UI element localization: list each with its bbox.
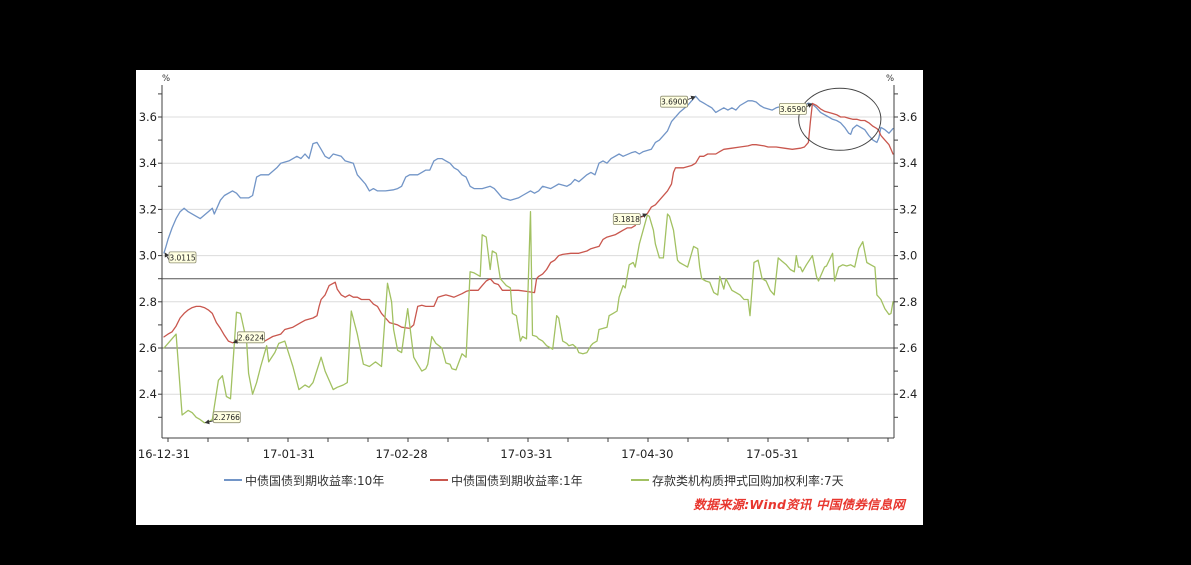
- data-label-box: [168, 251, 197, 264]
- x-axis-label: 17-05-31: [746, 447, 798, 461]
- y-axis-label-left: 3.4: [139, 156, 157, 170]
- y-axis-label-right: 2.6: [899, 341, 917, 355]
- legend-line-swatch-blue: [224, 479, 242, 481]
- y-axis-label-left: 2.8: [139, 295, 157, 309]
- data-label-box: [779, 103, 807, 115]
- y-axis-label-left: 3.0: [139, 249, 157, 263]
- x-axis-label: 17-03-31: [500, 447, 552, 461]
- legend-label-10y: 中债国债到期收益率:10年: [245, 473, 385, 488]
- highlight-ellipse: [798, 87, 882, 151]
- legend-label-repo7d: 存款类机构质押式回购加权利率:7天: [652, 473, 844, 488]
- y-axis-unit-right: %: [886, 74, 894, 84]
- y-axis-label-right: 3.4: [899, 156, 917, 170]
- data-label-box: [612, 213, 641, 226]
- line-10y-yield: [163, 95, 894, 254]
- data-label-box: [660, 95, 688, 108]
- legend-line-swatch-green: [631, 479, 649, 481]
- y-axis-unit-left: %: [162, 74, 170, 84]
- legend-label-1y: 中债国债到期收益率:1年: [451, 473, 583, 488]
- y-axis-label-left: 2.6: [139, 341, 157, 355]
- line-1y-yield: [163, 102, 894, 344]
- legend-item-1y: 中债国债到期收益率:1年: [430, 471, 583, 489]
- legend-line-swatch-red: [430, 479, 448, 481]
- x-axis-label: 17-01-31: [263, 447, 315, 461]
- data-label-text: 3.6900: [661, 98, 687, 107]
- data-source-note: 数据来源:Wind资讯 中国债券信息网: [693, 497, 905, 512]
- data-label-text: 3.1818: [614, 215, 640, 224]
- yield-chart: 2.4 2.4 2.6 2.6 2.8 2.8 3.0 3.0 3.2 3.2 3.4 3.4 3.6 3…: [138, 74, 917, 461]
- x-axis-label: 17-04-30: [621, 447, 673, 461]
- chart-panel: 2.4 2.4 2.6 2.6 2.8 2.8 3.0 3.0 3.2 3.2 3.4 3.4 3.6 3…: [136, 70, 923, 525]
- x-axis-label: 16-12-31: [138, 447, 190, 461]
- chart-legend: 中债国债到期收益率:10年 中债国债到期收益率:1年 存款类机构质押式回购加权利…: [136, 471, 923, 489]
- data-label-text: 2.2766: [214, 413, 240, 422]
- legend-item-10y: 中债国债到期收益率:10年: [224, 471, 384, 489]
- data-label-text: 3.0115: [169, 253, 195, 262]
- y-axis-label-right: 3.0: [899, 249, 917, 263]
- callout-arrow: [639, 213, 648, 218]
- y-axis-label-right: 3.2: [899, 202, 917, 216]
- data-label-text: 3.6590: [780, 105, 806, 114]
- data-label-box: [212, 411, 241, 424]
- x-axis-label: 17-02-28: [375, 447, 427, 461]
- line-repo-7d: [163, 211, 894, 424]
- y-axis-label-right: 2.8: [899, 295, 917, 309]
- data-label-box: [237, 331, 265, 344]
- legend-item-repo7d: 存款类机构质押式回购加权利率:7天: [631, 471, 844, 489]
- y-axis-label-left: 3.6: [139, 110, 157, 124]
- callout-arrow: [686, 95, 696, 101]
- callout-arrow: [805, 103, 813, 108]
- y-axis-label-left: 3.2: [139, 202, 157, 216]
- data-label-text: 2.6224: [238, 333, 264, 342]
- y-axis-label-left: 2.4: [139, 387, 157, 401]
- y-axis-label-right: 3.6: [899, 110, 917, 124]
- callout-arrow: [204, 419, 214, 425]
- y-axis-label-right: 2.4: [899, 387, 917, 401]
